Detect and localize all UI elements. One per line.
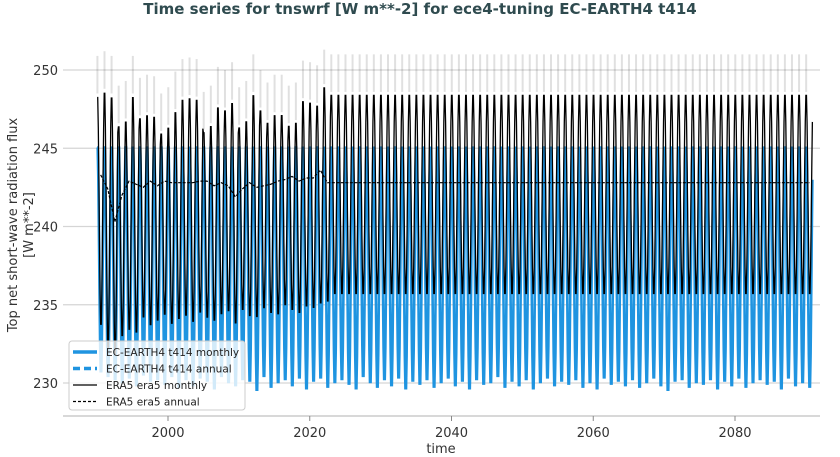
legend-entry: EC-EARTH4 t414 annual — [106, 364, 232, 376]
legend-entry: ERA5 era5 monthly — [106, 380, 207, 392]
y-axis-label-line1: Top net short-wave radiation flux — [6, 118, 21, 334]
x-tick-label: 2000 — [151, 426, 184, 441]
x-tick-label: 2040 — [435, 426, 468, 441]
y-tick-label: 245 — [33, 142, 58, 157]
era5-annual-line — [100, 169, 810, 222]
y-tick-label: 250 — [33, 64, 58, 79]
legend: EC-EARTH4 t414 monthly EC-EARTH4 t414 ann… — [68, 340, 246, 411]
chart-title: Time series for tnswrf [W m**-2] for ece… — [143, 0, 697, 18]
x-tick-label: 2060 — [577, 426, 610, 441]
y-tick-label: 240 — [33, 221, 58, 236]
legend-entry: EC-EARTH4 t414 monthly — [106, 347, 239, 359]
y-tick-label: 235 — [33, 299, 58, 314]
x-tick-label: 2080 — [718, 426, 751, 441]
x-tick-label: 2020 — [293, 426, 326, 441]
legend-entry: ERA5 era5 annual — [106, 397, 200, 409]
era5-monthly-line — [97, 87, 814, 356]
y-tick-label: 230 — [33, 377, 58, 392]
y-axis-label-line2: [W m**-2] — [22, 192, 37, 258]
x-axis-label: time — [426, 442, 455, 457]
